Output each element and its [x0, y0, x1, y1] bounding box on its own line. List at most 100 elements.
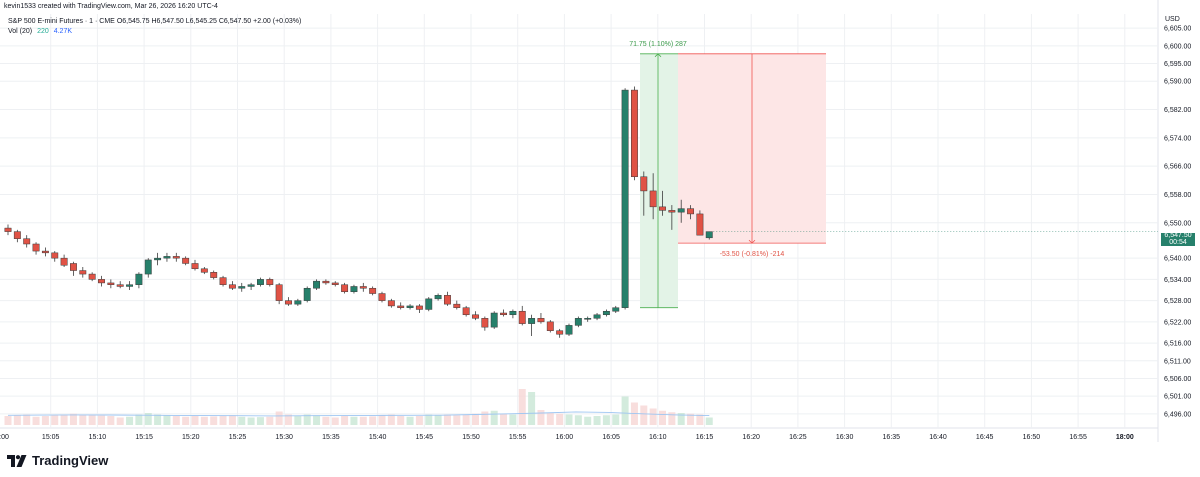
- x-tick-label: 15:55: [509, 434, 527, 441]
- y-tick-label: 6,605.00: [1164, 26, 1191, 33]
- candle-down: [687, 208, 694, 215]
- volume-bar: [565, 414, 573, 425]
- x-tick-label: 16:35: [883, 434, 901, 441]
- last-price-tag: 6,547.50 00:54: [1161, 232, 1195, 246]
- x-tick-label: 16:40: [929, 434, 947, 441]
- candle-down: [369, 287, 377, 294]
- candle-up: [490, 312, 498, 328]
- candle-up: [602, 310, 610, 316]
- x-tick-label: 15:45: [416, 434, 434, 441]
- candle-up: [528, 318, 536, 324]
- tradingview-logo-icon: [7, 454, 27, 467]
- bar-countdown: 00:54: [1169, 238, 1187, 246]
- candle-down: [341, 284, 349, 293]
- candle-down: [462, 307, 470, 316]
- candle-down: [285, 300, 292, 305]
- y-tick-label: 6,574.00: [1164, 135, 1191, 142]
- volume-bar: [275, 411, 283, 425]
- volume-bar: [705, 417, 713, 425]
- volume-bar: [546, 413, 554, 425]
- candle-up: [612, 307, 620, 312]
- x-tick-label: 15:05: [42, 434, 60, 441]
- candle-down: [266, 279, 274, 285]
- volume-bar: [397, 416, 405, 425]
- candle-up: [425, 298, 433, 310]
- candle-down: [275, 284, 283, 301]
- volume-bar: [154, 414, 162, 425]
- volume-bar: [247, 417, 255, 425]
- volume-bar: [172, 416, 180, 425]
- candle-up: [593, 314, 601, 319]
- volume-bar: [687, 413, 695, 425]
- volume-bar: [518, 389, 526, 425]
- y-tick-label: 6,496.00: [1164, 411, 1191, 418]
- candle-down: [107, 282, 115, 285]
- candle-down: [51, 252, 59, 259]
- volume-bar: [490, 410, 498, 425]
- last-price: 6,547.50: [1164, 232, 1192, 239]
- x-tick-label: 16:20: [742, 434, 760, 441]
- candle-down: [88, 273, 96, 280]
- candle-up: [238, 286, 246, 289]
- x-tick-label: 16:10: [649, 434, 667, 441]
- candle-down: [70, 263, 77, 271]
- x-tick-label: 15:15: [135, 434, 153, 441]
- legend-close: C6,547.50: [218, 18, 252, 25]
- candle-down: [172, 256, 180, 259]
- candle-up: [705, 231, 713, 239]
- candle-down: [696, 213, 704, 236]
- candle-down: [41, 250, 49, 254]
- volume-bar: [69, 413, 77, 425]
- candle-up: [126, 284, 133, 287]
- candle-down: [649, 190, 657, 208]
- volume-bar: [303, 414, 311, 425]
- candle-up: [509, 310, 517, 316]
- candle-down: [359, 286, 367, 289]
- volume-ma-line: [7, 411, 710, 417]
- volume-bar: [415, 416, 423, 425]
- candle-down: [537, 318, 545, 323]
- candle-down: [200, 268, 208, 273]
- volume-bar: [41, 416, 49, 425]
- volume-bar: [23, 414, 31, 425]
- volume-bar: [640, 405, 648, 425]
- x-tick-label: :00: [0, 434, 9, 441]
- volume-bar: [406, 416, 414, 425]
- x-tick-label: 15:10: [89, 434, 107, 441]
- y-tick-label: 6,566.00: [1164, 164, 1191, 171]
- volume-bar: [500, 413, 508, 425]
- volume-bar: [350, 416, 358, 425]
- tradingview-logo[interactable]: TradingView: [7, 453, 108, 468]
- candle-up: [294, 300, 302, 305]
- x-tick-label: 16:45: [976, 434, 994, 441]
- volume-bar: [481, 411, 489, 425]
- candle-down: [397, 305, 405, 308]
- candle-up: [247, 284, 255, 287]
- candle-down: [472, 314, 479, 319]
- candle-down: [387, 300, 395, 307]
- volume-bar: [98, 415, 105, 425]
- volume-bar: [434, 415, 442, 425]
- volume-bar: [294, 416, 302, 425]
- y-tick-label: 6,516.00: [1164, 341, 1191, 348]
- legend-open: O6,545.75: [116, 18, 150, 25]
- x-tick-label: 15:40: [369, 434, 387, 441]
- volume-bar: [219, 416, 227, 425]
- volume-bar: [369, 416, 377, 425]
- volume-bar: [238, 416, 246, 425]
- volume-bar: [256, 417, 264, 425]
- volume-bar: [537, 410, 545, 425]
- x-tick-label: 15:25: [229, 434, 247, 441]
- candle-down: [23, 238, 31, 245]
- volume-bar: [621, 396, 629, 425]
- candle-down: [219, 277, 227, 285]
- volume-bar: [13, 415, 21, 425]
- candle-up: [621, 89, 629, 308]
- volume-bar: [528, 392, 536, 425]
- volume-bar: [509, 414, 517, 425]
- volume-bar: [228, 415, 236, 425]
- volume-bar: [285, 414, 292, 425]
- y-tick-label: 6,511.00: [1164, 358, 1191, 365]
- symbol-legend: S&P 500 E-mini Futures · 1 · CME O6,545.…: [8, 18, 301, 25]
